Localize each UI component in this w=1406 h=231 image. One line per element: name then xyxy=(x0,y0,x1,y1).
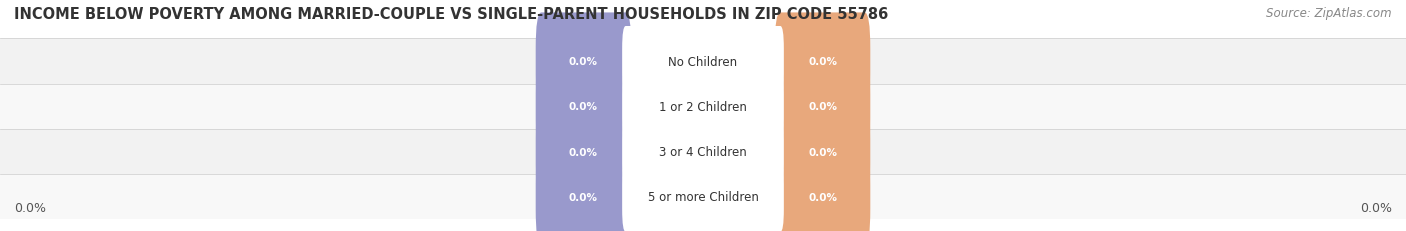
Bar xyxy=(0,129,1406,174)
FancyBboxPatch shape xyxy=(775,13,870,110)
FancyBboxPatch shape xyxy=(536,103,631,200)
FancyBboxPatch shape xyxy=(621,117,785,187)
Text: 1 or 2 Children: 1 or 2 Children xyxy=(659,100,747,113)
FancyBboxPatch shape xyxy=(775,103,870,200)
FancyBboxPatch shape xyxy=(775,149,870,231)
Text: 0.0%: 0.0% xyxy=(808,102,837,112)
Text: 0.0%: 0.0% xyxy=(569,57,598,67)
Text: 0.0%: 0.0% xyxy=(808,147,837,157)
Text: INCOME BELOW POVERTY AMONG MARRIED-COUPLE VS SINGLE-PARENT HOUSEHOLDS IN ZIP COD: INCOME BELOW POVERTY AMONG MARRIED-COUPL… xyxy=(14,7,889,22)
Text: 0.0%: 0.0% xyxy=(808,192,837,202)
Text: Source: ZipAtlas.com: Source: ZipAtlas.com xyxy=(1267,7,1392,20)
Text: 0.0%: 0.0% xyxy=(808,57,837,67)
Text: 5 or more Children: 5 or more Children xyxy=(648,190,758,204)
FancyBboxPatch shape xyxy=(536,149,631,231)
FancyBboxPatch shape xyxy=(621,72,785,142)
Text: 0.0%: 0.0% xyxy=(569,192,598,202)
Bar xyxy=(0,84,1406,129)
Bar xyxy=(0,39,1406,84)
FancyBboxPatch shape xyxy=(536,13,631,110)
Bar xyxy=(0,174,1406,219)
Text: 0.0%: 0.0% xyxy=(1360,201,1392,214)
Text: 0.0%: 0.0% xyxy=(569,147,598,157)
FancyBboxPatch shape xyxy=(621,27,785,97)
FancyBboxPatch shape xyxy=(536,58,631,155)
Text: 0.0%: 0.0% xyxy=(569,102,598,112)
Text: 3 or 4 Children: 3 or 4 Children xyxy=(659,145,747,158)
FancyBboxPatch shape xyxy=(775,58,870,155)
Text: 0.0%: 0.0% xyxy=(14,201,46,214)
Text: No Children: No Children xyxy=(668,55,738,68)
FancyBboxPatch shape xyxy=(621,162,785,231)
